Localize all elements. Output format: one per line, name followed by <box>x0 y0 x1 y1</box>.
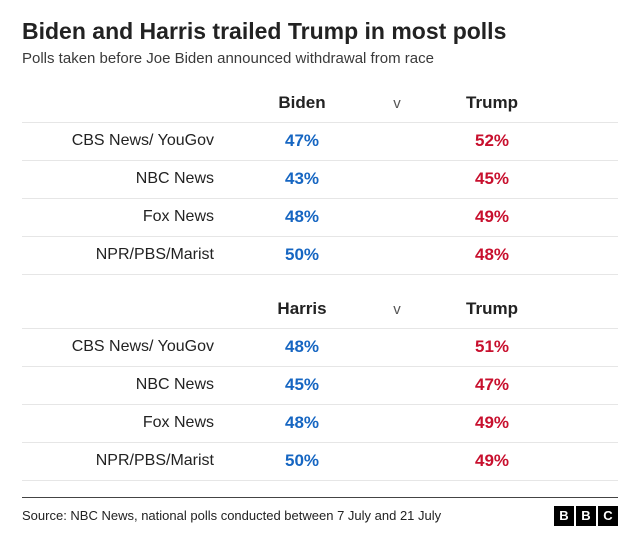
table-row: Fox News48% 49% <box>22 405 618 443</box>
poll-value-dem: 48% <box>232 207 372 227</box>
poll-source: Fox News <box>22 414 232 432</box>
poll-source: NBC News <box>22 376 232 394</box>
table-row: NPR/PBS/Marist50% 49% <box>22 443 618 481</box>
poll-value-dem: 45% <box>232 375 372 395</box>
header-right: Trump <box>422 299 562 319</box>
poll-table: HarrisvTrumpCBS News/ YouGov48%51%NBC Ne… <box>22 291 618 481</box>
poll-value-rep: 49% <box>422 413 562 433</box>
table-row: NPR/PBS/Marist50% 48% <box>22 237 618 275</box>
table-row: CBS News/ YouGov47% 52% <box>22 123 618 161</box>
table-header-row: HarrisvTrump <box>22 291 618 329</box>
poll-value-rep: 48% <box>422 245 562 265</box>
chart-title: Biden and Harris trailed Trump in most p… <box>22 18 618 46</box>
poll-source: CBS News/ YouGov <box>22 132 232 150</box>
poll-value-dem: 48% <box>232 337 372 357</box>
poll-value-rep: 45% <box>422 169 562 189</box>
poll-value-rep: 51% <box>422 337 562 357</box>
table-row: CBS News/ YouGov48% 51% <box>22 329 618 367</box>
poll-value-dem: 50% <box>232 245 372 265</box>
poll-value-dem: 48% <box>232 413 372 433</box>
table-row: Fox News48% 49% <box>22 199 618 237</box>
poll-value-dem: 47% <box>232 131 372 151</box>
header-vs: v <box>372 95 422 112</box>
poll-source: CBS News/ YouGov <box>22 338 232 356</box>
source-text: Source: NBC News, national polls conduct… <box>22 508 441 523</box>
bbc-logo-c: C <box>598 506 618 526</box>
header-left: Harris <box>232 299 372 319</box>
header-right: Trump <box>422 93 562 113</box>
bbc-logo: B B C <box>554 506 618 526</box>
footer: Source: NBC News, national polls conduct… <box>22 497 618 526</box>
poll-source: NPR/PBS/Marist <box>22 452 232 470</box>
table-row: NBC News43% 45% <box>22 161 618 199</box>
table-row: NBC News45% 47% <box>22 367 618 405</box>
bbc-logo-b1: B <box>554 506 574 526</box>
poll-value-rep: 52% <box>422 131 562 151</box>
poll-value-rep: 49% <box>422 451 562 471</box>
poll-value-rep: 47% <box>422 375 562 395</box>
header-vs: v <box>372 301 422 318</box>
chart-subtitle: Polls taken before Joe Biden announced w… <box>22 50 618 67</box>
poll-source: Fox News <box>22 208 232 226</box>
poll-source: NPR/PBS/Marist <box>22 246 232 264</box>
table-header-row: BidenvTrump <box>22 85 618 123</box>
bbc-logo-b2: B <box>576 506 596 526</box>
poll-tables: BidenvTrumpCBS News/ YouGov47%52%NBC New… <box>22 85 618 481</box>
poll-table: BidenvTrump CBS News/ YouGov47% 52% NBC New… <box>22 85 618 275</box>
poll-value-dem: 43% <box>232 169 372 189</box>
poll-value-dem: 50% <box>232 451 372 471</box>
poll-source: NBC News <box>22 170 232 188</box>
header-left: Biden <box>232 93 372 113</box>
poll-value-rep: 49% <box>422 207 562 227</box>
